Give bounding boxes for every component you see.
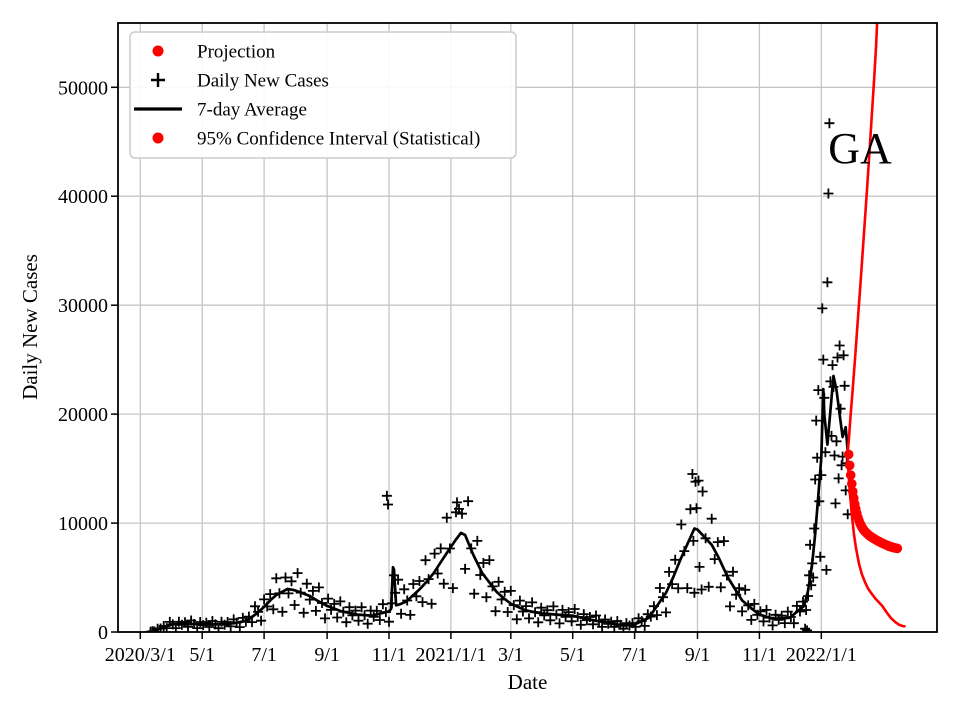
y-tick-label: 30000 <box>58 295 108 317</box>
y-axis-label: Daily New Cases <box>18 254 42 400</box>
plot-border <box>117 22 938 633</box>
legend-label: Daily New Cases <box>197 71 329 92</box>
x-axis-label: Date <box>507 670 548 694</box>
data-layer <box>145 23 906 632</box>
legend-label: 95% Confidence Interval (Statistical) <box>197 129 480 150</box>
x-tick-label: 7/1 <box>251 644 277 666</box>
axis-ticks <box>111 86 823 639</box>
x-tick-label: 11/1 <box>742 644 777 666</box>
ci-upper-line <box>846 23 879 454</box>
tick-labels: 2020/3/1 5/1 7/1 9/1 11/1 2021/1/1 3/1 5/1 7/1 9/… <box>58 77 857 666</box>
x-tick-label: 5/1 <box>189 644 215 666</box>
legend-dot-marker <box>152 45 164 57</box>
x-tick-label: 2022/1/1 <box>786 644 857 666</box>
legend-plus-marker <box>151 73 165 87</box>
y-tick-label: 0 <box>98 622 108 644</box>
y-tick-label: 10000 <box>58 513 108 535</box>
ci-lower-line <box>846 458 906 628</box>
y-tick-label: 50000 <box>58 77 108 99</box>
y-tick-label: 40000 <box>58 186 108 208</box>
x-tick-label: 11/1 <box>372 644 407 666</box>
legend-label: 7-day Average <box>197 100 307 121</box>
y-tick-label: 20000 <box>58 404 108 426</box>
x-tick-label: 3/1 <box>498 644 524 666</box>
legend-box <box>129 31 517 159</box>
x-tick-label: 2020/3/1 <box>105 644 176 666</box>
legend: Projection Daily New Cases 7-day Average 95… <box>129 31 517 159</box>
x-tick-label: 9/1 <box>314 644 340 666</box>
legend-label: Projection <box>197 42 276 63</box>
x-tick-label: 5/1 <box>560 644 586 666</box>
legend-dot-marker <box>152 132 164 144</box>
x-tick-label: 2021/1/1 <box>415 644 486 666</box>
x-tick-label: 7/1 <box>622 644 648 666</box>
state-annotation: GA <box>828 124 892 173</box>
x-tick-label: 9/1 <box>685 644 711 666</box>
seven-day-average-line <box>151 374 850 632</box>
projection-dots <box>843 449 903 554</box>
